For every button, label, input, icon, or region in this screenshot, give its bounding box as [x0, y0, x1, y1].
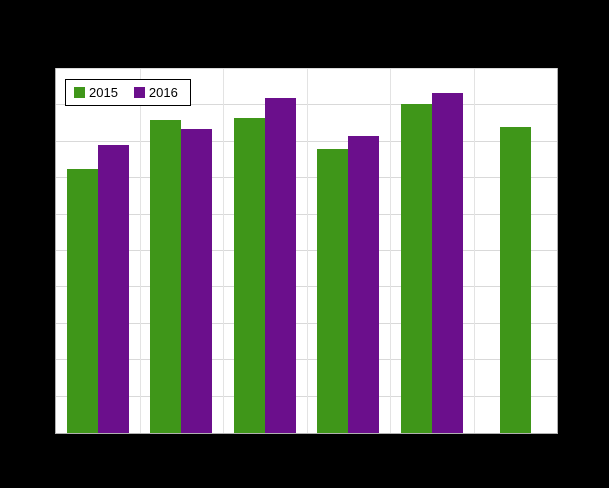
bar-2015-group6 — [499, 127, 531, 433]
bar-2015-group3 — [233, 118, 265, 433]
bar-2015-group5 — [400, 103, 432, 433]
legend-label-2016: 2016 — [148, 85, 178, 100]
bar-2015-group1 — [66, 169, 98, 433]
gridline-v-2 — [223, 69, 224, 433]
bar-groups — [56, 69, 557, 433]
bar-2016-group1 — [97, 145, 129, 433]
bar-2016-group4 — [348, 136, 380, 433]
plot-area: 2015 2016 — [55, 68, 558, 434]
bar-group-6 — [474, 69, 558, 433]
bar-2016-group2 — [181, 129, 213, 433]
gridline-v-4 — [390, 69, 391, 433]
legend-swatch-2015 — [74, 87, 85, 98]
bar-2016-group5 — [431, 92, 463, 433]
bar-group-3 — [223, 69, 307, 433]
legend-item-2016: 2016 — [133, 85, 178, 100]
legend-item-2015: 2015 — [74, 85, 118, 100]
gridlines — [56, 68, 557, 433]
legend: 2015 2016 — [65, 79, 191, 106]
gridline-h-100 — [56, 68, 557, 69]
legend-swatch-2016 — [133, 87, 145, 98]
bar-group-4 — [307, 69, 391, 433]
gridline-v-5 — [473, 69, 475, 433]
gridline-v-3 — [306, 69, 308, 433]
legend-label-2015: 2015 — [89, 85, 118, 100]
bar-2015-group4 — [317, 149, 349, 433]
bar-group-2 — [140, 69, 224, 433]
bar-group-1 — [56, 69, 140, 433]
bar-2016-group3 — [264, 98, 296, 433]
bar-group-5 — [390, 69, 474, 433]
gridline-v-1 — [139, 69, 141, 433]
bar-2015-group2 — [150, 119, 182, 433]
